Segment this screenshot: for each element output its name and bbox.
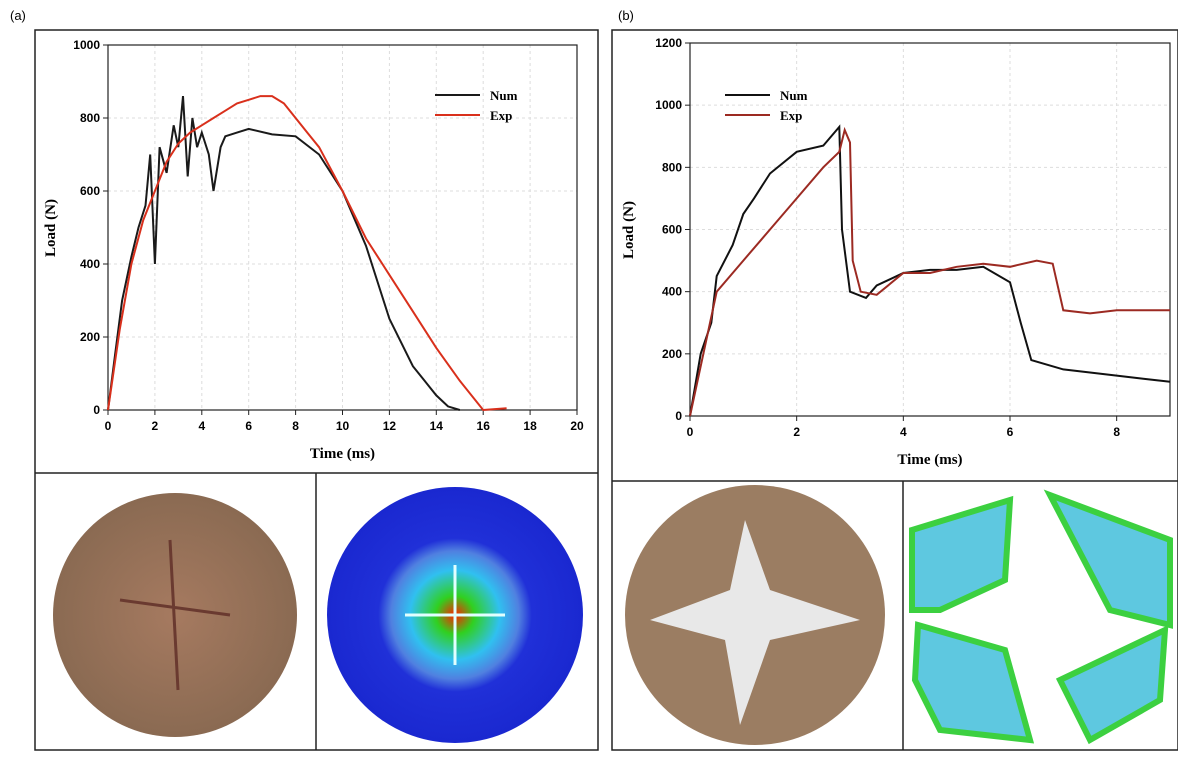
x-tick-label: 12	[383, 419, 397, 433]
x-tick-label: 20	[570, 419, 584, 433]
x-tick-label: 2	[793, 425, 800, 439]
x-tick-label: 16	[477, 419, 491, 433]
legend-label: Exp	[780, 108, 802, 123]
panel-a-frame	[34, 29, 1178, 751]
y-tick-label: 0	[675, 409, 682, 423]
legend-label: Num	[490, 88, 518, 103]
line-series	[107, 96, 461, 411]
y-tick-label: 600	[662, 223, 682, 237]
y-axis-label: Load (N)	[621, 201, 637, 259]
line-series	[107, 95, 507, 412]
x-tick-label: 14	[430, 419, 444, 433]
y-tick-label: 800	[80, 111, 100, 125]
crack	[405, 565, 505, 665]
y-tick-label: 1000	[655, 98, 682, 112]
y-tick-label: 400	[80, 257, 100, 271]
x-axis-label: Time (ms)	[897, 452, 962, 468]
x-tick-label: 2	[152, 419, 159, 433]
x-tick-label: 6	[1007, 425, 1014, 439]
line-series	[689, 126, 1170, 417]
x-tick-label: 8	[292, 419, 299, 433]
x-tick-label: 6	[245, 419, 252, 433]
y-tick-label: 1000	[73, 38, 100, 52]
y-tick-label: 0	[93, 403, 100, 417]
x-axis-label: Time (ms)	[310, 446, 375, 462]
y-tick-label: 200	[80, 330, 100, 344]
line-series	[689, 124, 1171, 417]
y-tick-label: 200	[662, 347, 682, 361]
x-tick-label: 18	[523, 419, 537, 433]
x-tick-label: 4	[900, 425, 907, 439]
plot-frame	[107, 44, 578, 411]
x-tick-label: 8	[1113, 425, 1120, 439]
simulation-petals	[909, 489, 1173, 745]
y-tick-label: 1200	[655, 36, 682, 50]
crack	[119, 539, 231, 691]
panel-label: (a)	[10, 8, 26, 23]
y-tick-label: 600	[80, 184, 100, 198]
x-tick-label: 0	[105, 419, 112, 433]
legend-label: Num	[780, 88, 808, 103]
y-tick-label: 400	[662, 285, 682, 299]
panel-label: (b)	[618, 8, 634, 23]
plot-frame	[689, 42, 1171, 417]
legend-label: Exp	[490, 108, 512, 123]
y-axis-label: Load (N)	[43, 199, 59, 257]
petal-opening	[650, 520, 860, 725]
specimen-images	[53, 485, 1173, 745]
x-tick-label: 10	[336, 419, 350, 433]
y-tick-label: 800	[662, 160, 682, 174]
x-tick-label: 0	[687, 425, 694, 439]
x-tick-label: 4	[198, 419, 205, 433]
